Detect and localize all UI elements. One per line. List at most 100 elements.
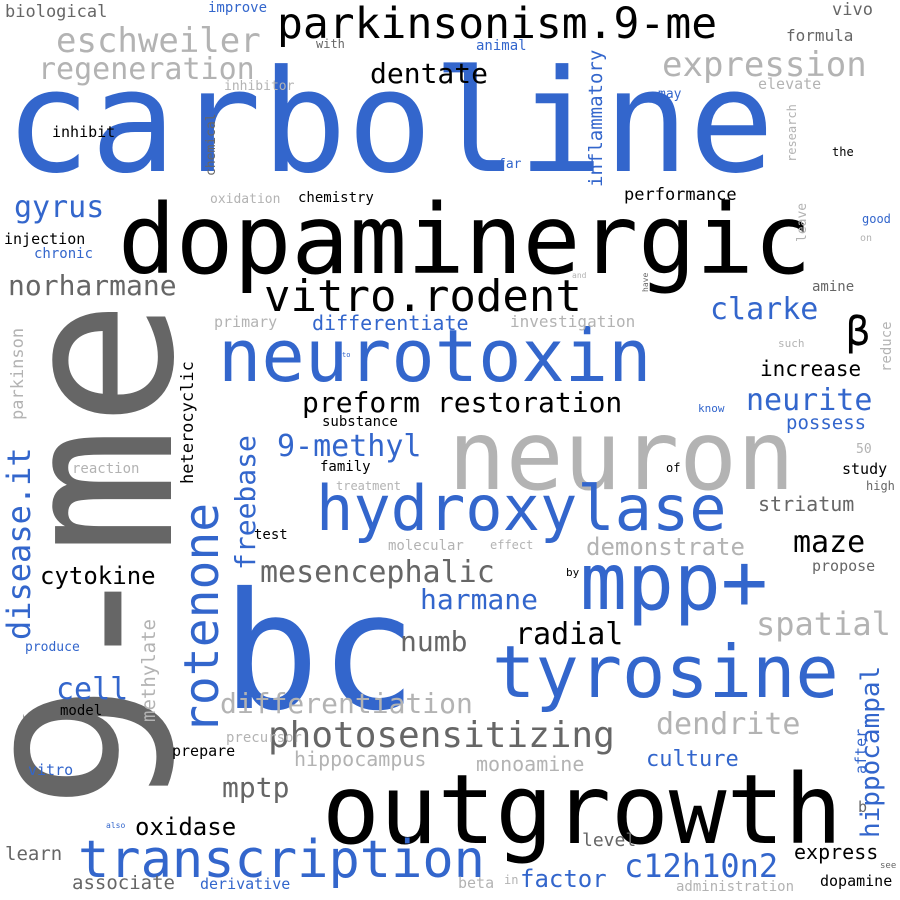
word-improve: improve (208, 0, 268, 16)
word-radial: radial (515, 617, 624, 652)
word-inhibit: inhibit (52, 123, 116, 141)
word-study: study (842, 460, 888, 478)
word-neurotoxin: neurotoxin (218, 314, 652, 398)
word-on: on (860, 233, 873, 244)
word-oxidation: oxidation (210, 192, 281, 207)
word-expression: expression (662, 45, 867, 85)
word-chronic: chronic (34, 246, 94, 262)
word-numb: numb (400, 625, 468, 658)
word-disease-it: disease.it (0, 447, 38, 640)
word-mpp: mpp+ (580, 538, 768, 628)
word-propose: propose (812, 557, 876, 575)
word-transcription: transcription (78, 830, 485, 890)
word-treatment: treatment (336, 479, 402, 493)
word-research: research (785, 104, 799, 162)
word-culture: culture (646, 747, 739, 772)
word-demonstrate: demonstrate (586, 533, 745, 561)
word-level: level (582, 830, 637, 851)
word-preform-restoration: preform restoration (302, 386, 623, 419)
word-symbol-25: β (846, 309, 871, 355)
word-beta: beta (458, 874, 495, 892)
word-norharmane: norharmane (8, 269, 177, 302)
word-chemistry: chemistry (298, 190, 374, 206)
word-performance: performance (624, 185, 737, 205)
word-family: family (320, 459, 371, 475)
word-heterocyclic: heterocyclic (178, 361, 198, 484)
word-clarke: clarke (710, 292, 819, 327)
word-may: may (658, 87, 682, 102)
word-regeneration: regeneration (38, 52, 255, 87)
word-inhibitor: inhibitor (224, 79, 295, 94)
word-b: b (858, 798, 868, 816)
word-investigation: investigation (510, 312, 636, 331)
word-the: the (832, 145, 854, 159)
word-formula: formula (786, 26, 854, 45)
word-hippocampus: hippocampus (294, 747, 427, 771)
word-animal: animal (476, 38, 527, 54)
word-vivo: vivo (832, 0, 873, 20)
word-with: with (316, 37, 345, 51)
word-leave: leave (795, 202, 810, 242)
word-vitro-rodent: vitro.rodent (264, 271, 582, 322)
word-50: 50 (856, 442, 872, 457)
word-dopaminergic: dopaminergic (118, 184, 812, 296)
word-also: also (106, 821, 126, 830)
word-know: know (698, 402, 725, 415)
word-parkinson: parkinson (8, 327, 28, 420)
word-9-methyl: 9-methyl (277, 429, 422, 464)
word-learn: learn (5, 843, 63, 865)
word-differentiation: differentiation (220, 687, 473, 720)
word-gyrus: gyrus (14, 190, 105, 225)
word-high: high (866, 479, 895, 493)
word-biological: biological (5, 2, 108, 22)
word-model: model (60, 703, 103, 719)
word-mptp: mptp (222, 771, 290, 804)
word-dentate: dentate (370, 57, 489, 90)
word-elevate: elevate (758, 75, 822, 93)
word-chemical: chemical (204, 113, 219, 176)
word-dendrite: dendrite (656, 707, 801, 742)
word-associate: associate (72, 872, 175, 894)
word-for: for (21, 714, 29, 727)
word-inflammatory: inflammatory (585, 49, 607, 187)
word-produce: produce (25, 640, 80, 655)
word-after: after (852, 728, 870, 774)
word-to: to (342, 351, 351, 359)
word-cytokine: cytokine (40, 562, 156, 590)
word-harmane: harmane (420, 583, 539, 616)
word-injection: injection (4, 230, 86, 248)
word-hydroxylase: hydroxylase (316, 472, 727, 545)
word-carboline: carboline (5, 40, 775, 205)
word-amine: amine (812, 279, 855, 295)
word-vitro: vitro (28, 761, 74, 779)
word-test: test (254, 527, 288, 543)
word-far: far (498, 157, 522, 172)
word-differentiate: differentiate (312, 311, 469, 335)
word-derivative: derivative (200, 875, 291, 893)
word-parkinsonism-9-me: parkinsonism.9-me (277, 0, 718, 49)
word-increase: increase (760, 357, 862, 381)
word-substance: substance (322, 414, 398, 430)
word-photosensitizing: photosensitizing (268, 715, 615, 756)
word-c12h10n2: c12h10n2 (624, 847, 779, 885)
word-in: in (504, 873, 519, 887)
word-striatum: striatum (758, 492, 855, 516)
word-molecular: molecular (388, 538, 464, 554)
word-factor: factor (520, 865, 607, 893)
word-reduce: reduce (879, 321, 895, 372)
word-monoamine: monoamine (476, 752, 585, 776)
word-possess: possess (786, 412, 867, 434)
word-administration: administration (676, 879, 795, 895)
word-freebase: freebase (229, 435, 262, 570)
word-prepare: prepare (172, 742, 236, 760)
word-neuron: neuron (448, 400, 795, 512)
word-reaction: reaction (72, 461, 140, 477)
word-outgrowth: outgrowth (322, 754, 843, 866)
word-precursor: precursor (226, 730, 302, 746)
word-mesencephalic: mesencephalic (260, 555, 495, 590)
word-neurite: neurite (746, 383, 873, 418)
word-methylate: methylate (138, 619, 160, 722)
word-primary: primary (214, 313, 278, 331)
word-rotenone: rotenone (174, 502, 230, 734)
